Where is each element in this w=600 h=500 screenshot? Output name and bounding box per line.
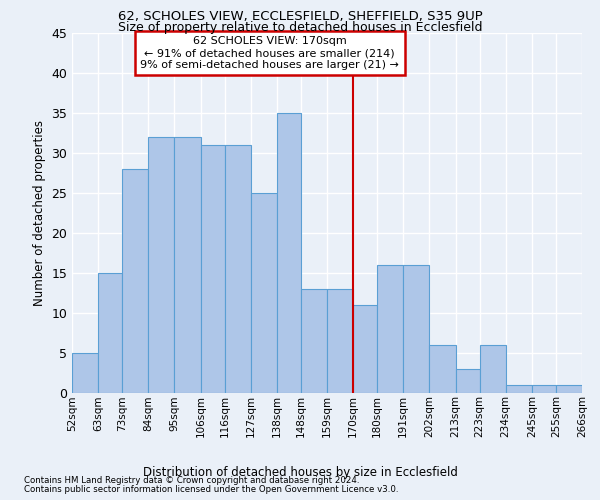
Bar: [72, 352, 98, 393]
Text: Contains HM Land Registry data © Crown copyright and database right 2024.: Contains HM Land Registry data © Crown c…: [24, 476, 359, 485]
Bar: [200, 144, 224, 392]
Bar: [175, 136, 200, 392]
Bar: [479, 344, 506, 393]
Bar: [251, 192, 277, 392]
Bar: [148, 136, 175, 392]
Bar: [98, 272, 122, 392]
Bar: [277, 112, 301, 392]
Bar: [430, 344, 455, 393]
Bar: [122, 168, 148, 392]
Text: Size of property relative to detached houses in Ecclesfield: Size of property relative to detached ho…: [118, 21, 482, 34]
Y-axis label: Number of detached properties: Number of detached properties: [33, 120, 46, 306]
Bar: [403, 264, 430, 392]
Bar: [532, 384, 556, 392]
Bar: [377, 264, 403, 392]
Bar: [353, 304, 377, 392]
Bar: [301, 288, 327, 393]
Text: 62 SCHOLES VIEW: 170sqm
← 91% of detached houses are smaller (214)
9% of semi-de: 62 SCHOLES VIEW: 170sqm ← 91% of detache…: [140, 36, 399, 70]
Text: Distribution of detached houses by size in Ecclesfield: Distribution of detached houses by size …: [143, 466, 457, 479]
Bar: [455, 368, 479, 392]
Text: 62, SCHOLES VIEW, ECCLESFIELD, SHEFFIELD, S35 9UP: 62, SCHOLES VIEW, ECCLESFIELD, SHEFFIELD…: [118, 10, 482, 23]
Bar: [224, 144, 251, 392]
Bar: [556, 384, 582, 392]
Bar: [327, 288, 353, 393]
Bar: [506, 384, 532, 392]
Text: Contains public sector information licensed under the Open Government Licence v3: Contains public sector information licen…: [24, 485, 398, 494]
